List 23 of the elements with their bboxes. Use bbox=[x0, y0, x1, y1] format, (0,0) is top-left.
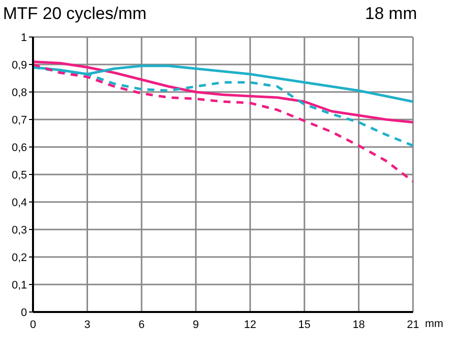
y-tick-label: 0 bbox=[20, 306, 27, 319]
x-tick-label: 3 bbox=[84, 318, 90, 331]
y-tick-label: 0,2 bbox=[12, 252, 27, 264]
y-tick-label: 1 bbox=[20, 32, 27, 44]
x-axis-title: mm bbox=[425, 318, 444, 330]
y-tick-label: 0,5 bbox=[12, 169, 27, 182]
x-tick-label: 21 bbox=[406, 318, 420, 331]
chart-subtitle: 18 mm bbox=[365, 4, 417, 24]
y-tick-label: 0,8 bbox=[12, 86, 27, 99]
x-tick-label: 12 bbox=[244, 318, 256, 331]
y-tick-label: 0,6 bbox=[12, 142, 27, 154]
line-series bbox=[33, 63, 413, 183]
y-tick-label: 0,3 bbox=[12, 224, 27, 236]
y-tick-label: 0,1 bbox=[12, 279, 27, 292]
x-tick-label: 6 bbox=[138, 318, 145, 331]
y-tick-label: 0,7 bbox=[12, 114, 27, 126]
x-tick-label: 0 bbox=[30, 318, 36, 331]
y-tick-label: 0,9 bbox=[12, 59, 27, 72]
chart-title: MTF 20 cycles/mm bbox=[3, 4, 147, 24]
x-tick-label: 18 bbox=[352, 318, 365, 331]
y-tick-label: 0,4 bbox=[12, 196, 27, 209]
x-tick-label: 15 bbox=[298, 318, 311, 331]
x-tick-label: 9 bbox=[192, 318, 199, 331]
